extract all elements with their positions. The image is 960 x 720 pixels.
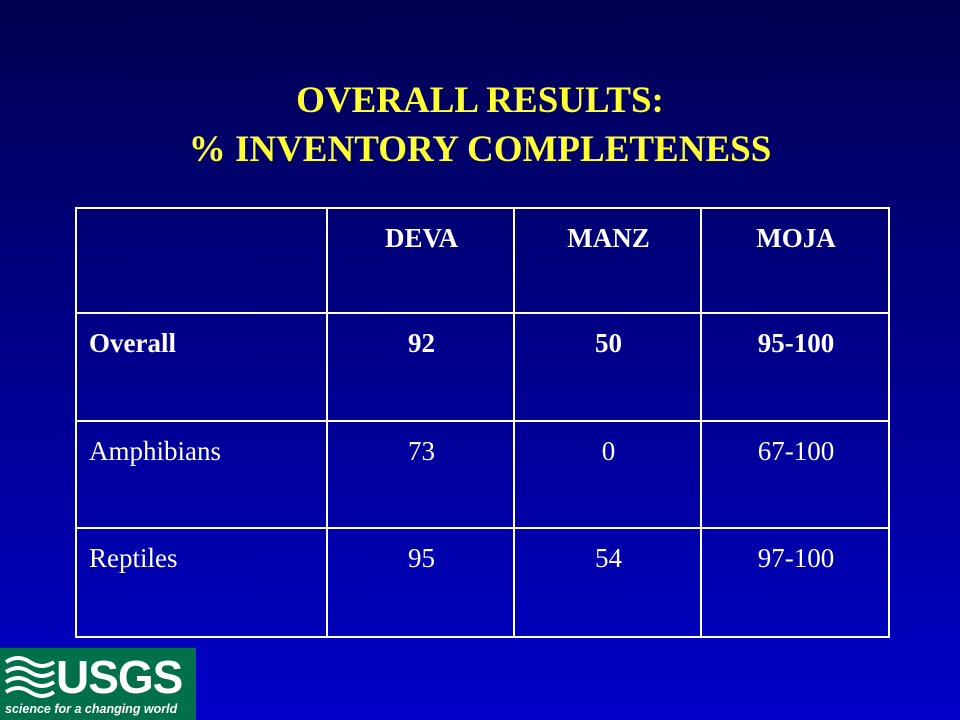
- cell: 67-100: [700, 420, 890, 529]
- cell: 54: [513, 527, 702, 638]
- cell: 95: [326, 527, 515, 638]
- logo-tagline: science for a changing world: [5, 702, 178, 716]
- logo-name: USGS: [56, 651, 183, 703]
- cell: 97-100: [700, 527, 890, 638]
- title-line: OVERALL RESULTS:: [296, 80, 664, 121]
- cell: 73: [326, 420, 515, 529]
- corner-cell: [75, 207, 328, 314]
- cell: 92: [326, 312, 515, 422]
- cell: 95-100: [700, 312, 890, 422]
- header-cell: DEVA: [326, 207, 515, 314]
- row-label: Overall: [75, 312, 328, 422]
- header-cell: MOJA: [700, 207, 890, 314]
- title: OVERALL RESULTS: % INVENTORY COMPLETENES…: [0, 76, 960, 174]
- row-label: Reptiles: [75, 527, 328, 638]
- header-cell: MANZ: [513, 207, 702, 314]
- cell: 50: [513, 312, 702, 422]
- cell: 0: [513, 420, 702, 529]
- row-label: Amphibians: [75, 420, 328, 529]
- data-row: Amphibians 73 0 67-100: [75, 420, 890, 529]
- results-table: DEVA MANZ MOJA Overall 92 50 95-100 Amphibians 7…: [75, 207, 890, 638]
- logo-waves: [4, 656, 56, 698]
- title-line: % INVENTORY COMPLETENESS: [188, 129, 772, 170]
- data-row: Overall 92 50 95-100: [75, 312, 890, 422]
- header-row: DEVA MANZ MOJA: [75, 207, 890, 314]
- data-row: Reptiles 95 54 97-100: [75, 527, 890, 638]
- logo: USGS science for a changing world: [0, 648, 196, 720]
